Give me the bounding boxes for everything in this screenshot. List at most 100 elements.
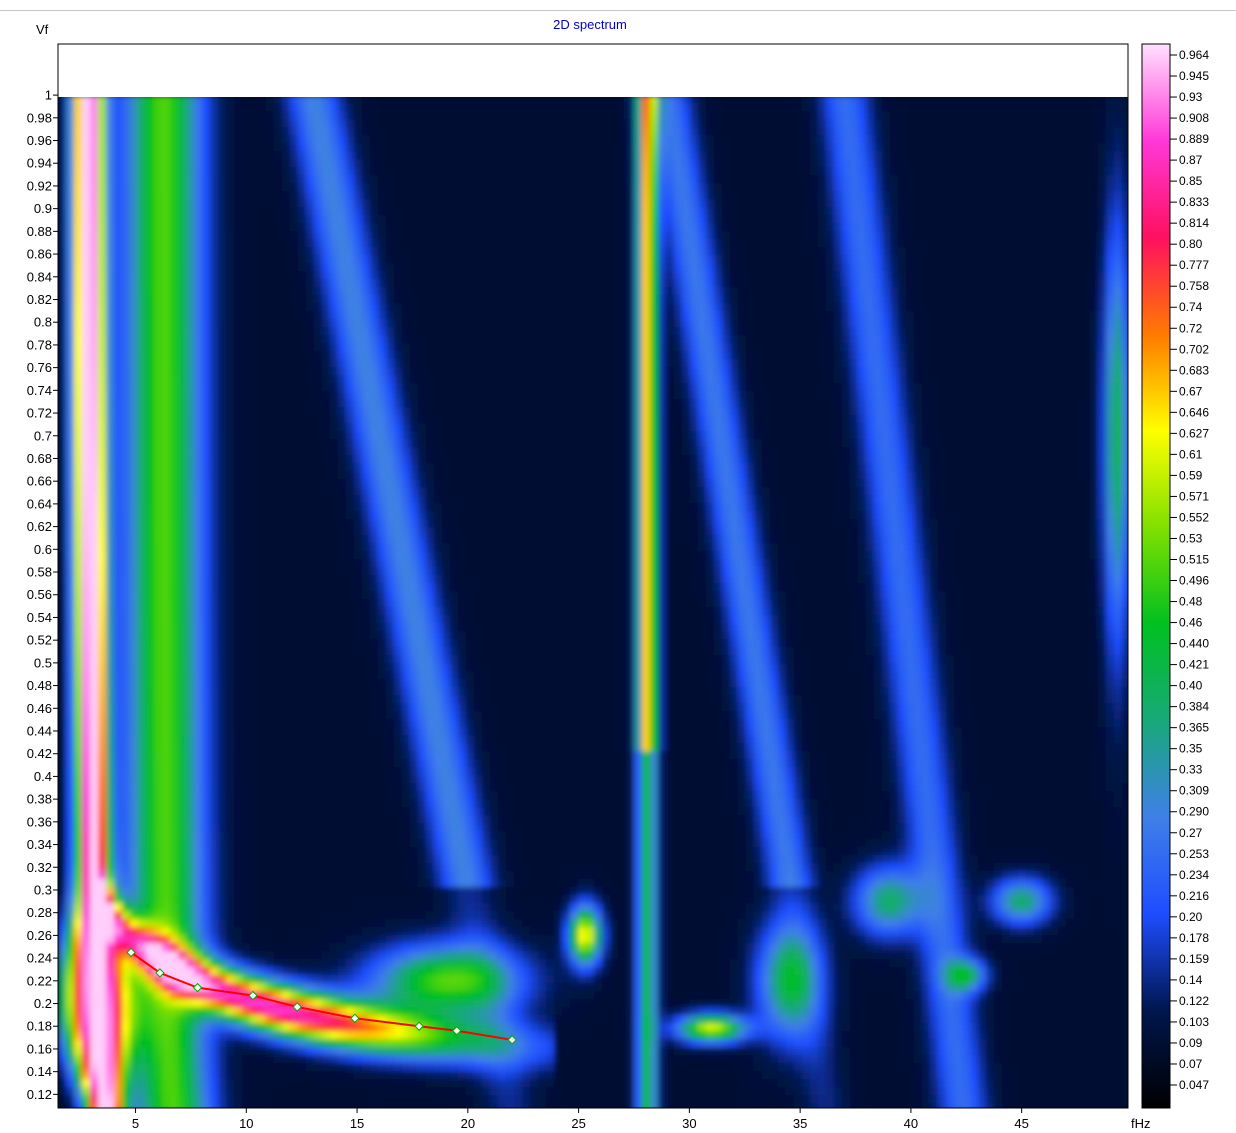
heatmap-cell	[170, 927, 179, 936]
heatmap-cell	[74, 527, 83, 536]
heatmap-cell	[90, 343, 99, 352]
heatmap-cell	[146, 327, 155, 336]
heatmap-cell	[66, 903, 75, 912]
heatmap-cell	[162, 919, 171, 928]
heatmap-cell	[274, 455, 283, 464]
heatmap-cell	[154, 879, 163, 888]
heatmap-cell	[338, 671, 347, 680]
heatmap-cell	[122, 399, 131, 408]
heatmap-cell	[98, 391, 107, 400]
heatmap-cell	[330, 175, 339, 184]
heatmap-cell	[154, 1015, 163, 1024]
heatmap-cell	[290, 1063, 299, 1072]
heatmap-cell	[218, 127, 227, 136]
heatmap-cell	[178, 351, 187, 360]
heatmap-cell	[90, 1055, 99, 1064]
heatmap-cell	[154, 1071, 163, 1080]
heatmap-cell	[74, 951, 83, 960]
heatmap-cell	[258, 1015, 267, 1024]
heatmap-cell	[146, 391, 155, 400]
heatmap-cell	[90, 1023, 99, 1032]
heatmap-cell	[330, 375, 339, 384]
heatmap-cell	[210, 447, 219, 456]
heatmap-cell	[274, 791, 283, 800]
heatmap-cell	[210, 967, 219, 976]
heatmap-cell	[354, 543, 363, 552]
heatmap-cell	[74, 335, 83, 344]
heatmap-cell	[362, 743, 371, 752]
heatmap-cell	[242, 623, 251, 632]
heatmap-cell	[66, 591, 75, 600]
heatmap-cell	[106, 295, 115, 304]
heatmap-cell	[74, 535, 83, 544]
heatmap-cell	[362, 623, 371, 632]
heatmap-cell	[266, 959, 275, 968]
heatmap-cell	[130, 423, 139, 432]
heatmap-cell	[114, 511, 123, 520]
heatmap-cell	[258, 983, 267, 992]
heatmap-cell	[314, 607, 323, 616]
heatmap-cell	[202, 151, 211, 160]
heatmap-cell	[114, 1031, 123, 1040]
heatmap-cell	[58, 271, 67, 280]
heatmap-cell	[234, 207, 243, 216]
heatmap-cell	[186, 927, 195, 936]
heatmap-cell	[282, 719, 291, 728]
heatmap-cell	[162, 1047, 171, 1056]
heatmap-cell	[226, 599, 235, 608]
heatmap-cell	[218, 1007, 227, 1016]
heatmap-cell	[306, 895, 315, 904]
heatmap-cell	[290, 647, 299, 656]
heatmap-cell	[170, 367, 179, 376]
heatmap-cell	[82, 1023, 91, 1032]
heatmap-cell	[170, 1095, 179, 1104]
heatmap-cell	[130, 615, 139, 624]
heatmap-cell	[178, 375, 187, 384]
heatmap-cell	[130, 503, 139, 512]
heatmap-cell	[146, 527, 155, 536]
heatmap-cell	[290, 247, 299, 256]
heatmap-cell	[306, 751, 315, 760]
heatmap-cell	[210, 671, 219, 680]
heatmap-cell	[82, 823, 91, 832]
heatmap-cell	[90, 911, 99, 920]
heatmap-cell	[250, 527, 259, 536]
heatmap-cell	[258, 335, 267, 344]
heatmap-cell	[234, 711, 243, 720]
heatmap-cell	[290, 431, 299, 440]
heatmap-cell	[146, 919, 155, 928]
heatmap-cell	[162, 567, 171, 576]
heatmap-cell	[330, 799, 339, 808]
heatmap-cell	[74, 1015, 83, 1024]
heatmap-cell	[186, 727, 195, 736]
heatmap-cell	[258, 175, 267, 184]
heatmap-cell	[234, 159, 243, 168]
heatmap-cell	[322, 391, 331, 400]
heatmap-cell	[298, 343, 307, 352]
heatmap-cell	[362, 879, 371, 888]
heatmap-cell	[354, 775, 363, 784]
heatmap-cell	[202, 487, 211, 496]
heatmap-cell	[258, 119, 267, 128]
heatmap-cell	[170, 631, 179, 640]
heatmap-cell	[194, 119, 203, 128]
heatmap-cell	[298, 967, 307, 976]
heatmap-cell	[282, 823, 291, 832]
heatmap-cell	[266, 487, 275, 496]
heatmap-cell	[162, 287, 171, 296]
heatmap-cell	[138, 687, 147, 696]
heatmap-cell	[74, 1071, 83, 1080]
heatmap-cell	[306, 239, 315, 248]
heatmap-cell	[298, 559, 307, 568]
heatmap-cell	[274, 311, 283, 320]
heatmap-cell	[106, 951, 115, 960]
heatmap-cell	[330, 927, 339, 936]
heatmap-cell	[258, 815, 267, 824]
heatmap-cell	[58, 639, 67, 648]
heatmap-cell	[154, 639, 163, 648]
heatmap-cell	[338, 287, 347, 296]
heatmap-cell	[194, 247, 203, 256]
heatmap-cell	[162, 431, 171, 440]
heatmap-cell	[314, 271, 323, 280]
heatmap-cell	[354, 175, 363, 184]
